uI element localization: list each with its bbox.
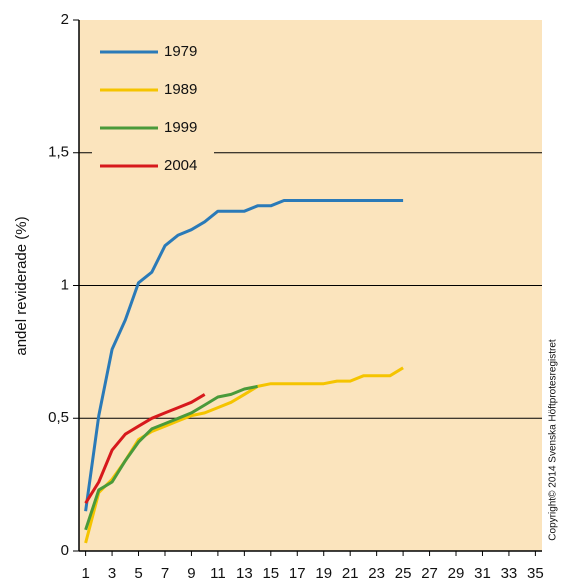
- y-tick-label: 2: [61, 11, 69, 28]
- x-tick-label: 21: [342, 565, 359, 582]
- y-axis-label: andel reviderade (%): [13, 216, 30, 355]
- y-tick-label: 0: [61, 542, 69, 559]
- x-tick-label: 17: [289, 565, 306, 582]
- x-tick-label: 31: [474, 565, 491, 582]
- x-tick-label: 15: [262, 565, 279, 582]
- x-tick-label: 33: [501, 565, 518, 582]
- x-tick-label: 1: [81, 565, 89, 582]
- legend-box: [92, 32, 214, 184]
- x-tick-label: 3: [108, 565, 116, 582]
- x-tick-label: 27: [421, 565, 438, 582]
- x-tick-label: 5: [134, 565, 142, 582]
- y-tick-label: 0,5: [48, 409, 69, 426]
- x-tick-label: 7: [161, 565, 169, 582]
- x-tick-label: 23: [368, 565, 385, 582]
- x-tick-label: 25: [395, 565, 412, 582]
- legend-label: 1989: [164, 81, 197, 98]
- x-tick-label: 11: [210, 565, 226, 582]
- y-tick-label: 1,5: [48, 144, 69, 161]
- legend-label: 1979: [164, 43, 197, 60]
- x-tick-label: 19: [315, 565, 332, 582]
- x-tick-label: 35: [527, 565, 544, 582]
- data-line: [84, 384, 258, 531]
- legend-label: 1999: [164, 119, 197, 136]
- x-tick-label: 9: [187, 565, 195, 582]
- x-tick-label: 29: [448, 565, 465, 582]
- data-line: [84, 393, 206, 504]
- x-tick-label: 13: [236, 565, 253, 582]
- y-tick-label: 1: [61, 276, 69, 293]
- data-line: [84, 199, 404, 512]
- legend-label: 2004: [164, 157, 197, 174]
- data-line: [84, 366, 404, 544]
- copyright-note: Copyright© 2014 Svenska Höftprotesregist…: [548, 339, 559, 541]
